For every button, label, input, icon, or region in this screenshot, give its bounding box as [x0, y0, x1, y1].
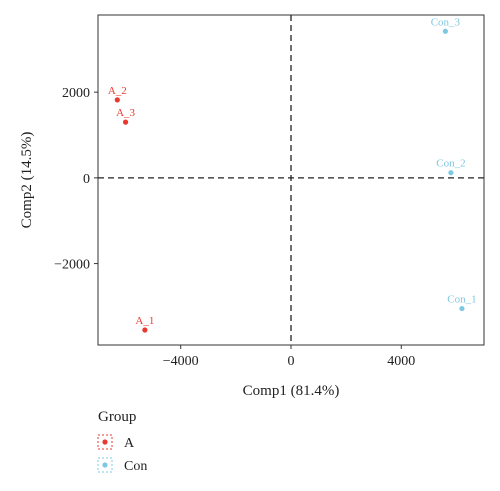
legend-key-dot: [102, 462, 108, 468]
data-point-label: A_3: [116, 107, 135, 119]
data-point-a-2: [114, 97, 120, 103]
data-point-con-1: [459, 305, 465, 312]
y-tick-label: 2000: [62, 86, 90, 101]
data-points: A_1 A_2 A_3 Con_1 Con_2 Con_3: [108, 16, 477, 333]
reference-lines: [98, 15, 484, 345]
x-axis-title: Comp1 (81.4%): [243, 383, 340, 399]
data-point-a-1: [142, 327, 148, 333]
data-point-con-2: [448, 170, 454, 176]
legend-key-box: [97, 457, 113, 473]
legend-label: A: [124, 436, 135, 451]
data-point-label: A_2: [108, 85, 127, 97]
data-point-label: Con_1: [447, 294, 476, 306]
legend-key-box: [97, 434, 113, 450]
data-point-a-3: [122, 119, 129, 125]
data-point-label: A_1: [135, 315, 154, 327]
x-axis-ticks: −4000 0 4000: [163, 345, 415, 369]
y-axis-ticks: −2000 0 2000: [54, 86, 98, 273]
legend-title: Group: [98, 409, 136, 425]
data-point-label: Con_2: [436, 158, 465, 170]
y-tick-label: −2000: [54, 258, 90, 273]
legend: Group A Con: [97, 409, 147, 474]
x-tick-label: 4000: [387, 354, 415, 369]
x-tick-label: 0: [288, 354, 295, 369]
data-point-label: Con_3: [431, 16, 461, 28]
legend-key-dot: [102, 439, 108, 445]
data-point-con-3: [442, 28, 448, 34]
y-tick-label: 0: [83, 172, 90, 187]
y-axis-title: Comp2 (14.5%): [19, 132, 35, 229]
legend-label: Con: [124, 459, 147, 474]
x-tick-label: −4000: [163, 354, 199, 369]
